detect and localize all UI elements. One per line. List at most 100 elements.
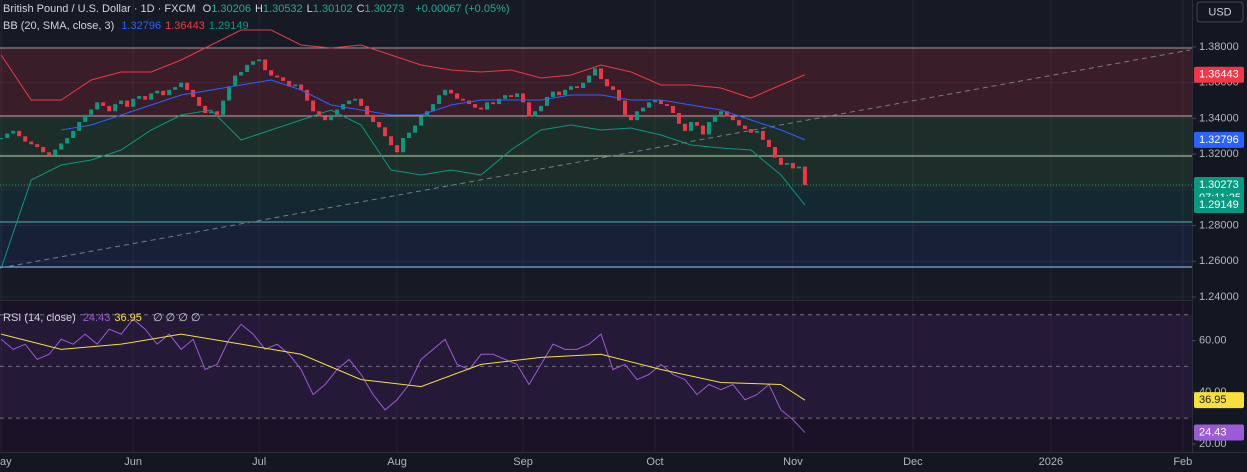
candle — [790, 163, 795, 169]
line-series — [0, 318, 806, 433]
y-tick-label: 1.34000 — [1199, 112, 1239, 124]
candle — [395, 145, 400, 153]
y-tick-label: 1.32000 — [1199, 148, 1239, 160]
candle — [197, 96, 202, 106]
indicator-value: 24.43 — [82, 312, 111, 324]
indicator-value: 1.29149 — [208, 20, 249, 32]
candle — [5, 133, 10, 139]
currency[interactable]: USD — [1208, 6, 1231, 18]
candle — [592, 68, 597, 76]
candle — [545, 96, 550, 106]
y-tick-label: 1.24000 — [1199, 291, 1239, 303]
candle — [155, 90, 160, 94]
ohlc-label: O — [202, 3, 212, 15]
candle — [239, 71, 244, 76]
candle — [796, 166, 801, 169]
candle — [598, 68, 603, 80]
candle — [185, 82, 190, 90]
candle — [95, 102, 100, 110]
candle — [503, 95, 508, 99]
candle — [604, 79, 609, 87]
last-value-badge: 1.29149 — [1199, 199, 1239, 211]
candle — [77, 121, 82, 131]
candle — [784, 163, 789, 165]
candle — [688, 121, 693, 131]
candle — [371, 114, 376, 122]
bb-legend: BB (20, SMA, close, 3) 1.32796 1.36443 1.2… — [3, 20, 257, 32]
candle — [209, 111, 214, 114]
candle — [509, 95, 514, 97]
candle — [628, 114, 633, 121]
candle — [407, 132, 412, 139]
candle — [215, 111, 220, 115]
last-value-badge-bg — [1194, 197, 1244, 214]
candle — [251, 61, 256, 65]
last-value-badge-bg — [1194, 131, 1244, 148]
x-tick-label: Jun — [124, 456, 142, 468]
candle — [59, 143, 64, 150]
candle — [245, 64, 250, 72]
candle — [359, 98, 364, 106]
candle — [413, 125, 418, 133]
candle — [353, 98, 358, 101]
last-value-badge-bg — [1194, 66, 1244, 83]
candle — [203, 105, 208, 114]
rsi-pane — [0, 301, 1192, 452]
candle — [778, 157, 783, 165]
line-series — [61, 79, 806, 141]
candle — [724, 111, 729, 117]
candle — [557, 91, 562, 96]
x-tick-label: Aug — [387, 456, 407, 468]
candle — [113, 104, 118, 112]
candle — [730, 116, 735, 121]
candle — [437, 95, 442, 105]
candle — [431, 104, 436, 112]
symbol: British Pound / U.S. Dollar · 1D · FXCM — [3, 3, 196, 15]
currency-button[interactable] — [1196, 1, 1244, 23]
y-tick-label: 20.00 — [1199, 438, 1227, 450]
candle — [17, 130, 22, 137]
candle — [173, 87, 178, 90]
candle — [455, 93, 460, 99]
candle — [706, 121, 711, 135]
candle — [233, 75, 238, 87]
candle — [652, 100, 657, 103]
candle — [275, 75, 280, 78]
candle — [257, 59, 262, 62]
x-tick-label: Jul — [252, 456, 266, 468]
indicator-value: 36.95 — [114, 312, 142, 324]
candle — [41, 146, 46, 153]
last-value-badge: 1.36443 — [1199, 69, 1239, 81]
x-tick-label: Feb — [1173, 456, 1192, 468]
last-value-badge-bg — [1194, 392, 1244, 409]
candle — [712, 114, 717, 122]
y-tick-label: 60.00 — [1199, 334, 1227, 346]
candle — [401, 138, 406, 153]
zone — [0, 116, 1192, 188]
candle — [143, 96, 148, 100]
candle — [101, 102, 106, 106]
last-value-badge-bg — [1194, 424, 1244, 441]
candle — [682, 123, 687, 131]
candle — [634, 111, 639, 121]
line-series — [1, 333, 806, 401]
y-tick-label: 1.26000 — [1199, 255, 1239, 267]
candle — [742, 125, 747, 130]
candle — [383, 127, 388, 137]
candle — [365, 105, 370, 115]
zone — [0, 188, 1192, 222]
x-tick-label: 2026 — [1039, 456, 1063, 468]
candle — [23, 136, 28, 142]
ohlc-label: H — [254, 3, 263, 15]
candle — [119, 100, 124, 105]
candle — [772, 146, 777, 158]
ohlc: O1.30206 H1.30532 L1.30102 C1.30273 — [203, 3, 409, 15]
candle — [335, 109, 340, 115]
candle — [658, 100, 663, 105]
indicator-value: 1.32796 — [121, 20, 162, 32]
candle — [53, 149, 58, 155]
candle — [766, 139, 771, 147]
indicator-values: 24.43 36.95 — [83, 312, 146, 324]
